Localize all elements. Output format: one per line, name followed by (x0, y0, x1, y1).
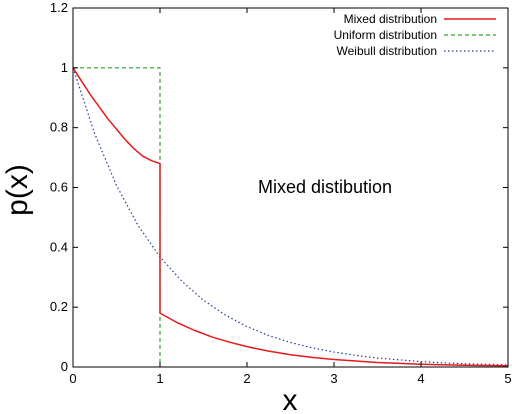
x-tick-label: 0 (69, 371, 76, 386)
annotation-text: Mixed distibution (258, 177, 392, 197)
series-layer (72, 67, 509, 367)
series-line-mixed (72, 67, 509, 367)
tick-labels-layer: 0 1 2 3 4 5 0 0.2 0.4 0.6 0.8 1 1.2 (50, 0, 512, 386)
ticks-layer (72, 7, 509, 368)
x-tick-label: 5 (504, 371, 511, 386)
y-axis-label: p(x) (1, 164, 34, 216)
y-tick-label: 0.6 (50, 180, 68, 195)
x-tick-label: 3 (330, 371, 337, 386)
y-tick-label: 1 (61, 60, 68, 75)
y-tick-label: 0.2 (50, 299, 68, 314)
y-tick-label: 0.8 (50, 120, 68, 135)
y-tick-label: 1.2 (50, 0, 68, 15)
x-axis-label: x (283, 384, 298, 414)
series-line-uniform (73, 67, 161, 367)
y-tick-label: 0 (61, 359, 68, 374)
x-tick-label: 1 (156, 371, 163, 386)
y-tick-label: 0.4 (50, 239, 68, 254)
series-line-weibull (72, 67, 509, 366)
legend: Mixed distribution Uniform distribution … (334, 12, 496, 58)
legend-label-mixed: Mixed distribution (344, 12, 437, 26)
legend-label-weibull: Weibull distribution (337, 44, 438, 58)
x-tick-label: 4 (417, 371, 424, 386)
x-tick-label: 2 (243, 371, 250, 386)
legend-label-uniform: Uniform distribution (334, 28, 437, 42)
